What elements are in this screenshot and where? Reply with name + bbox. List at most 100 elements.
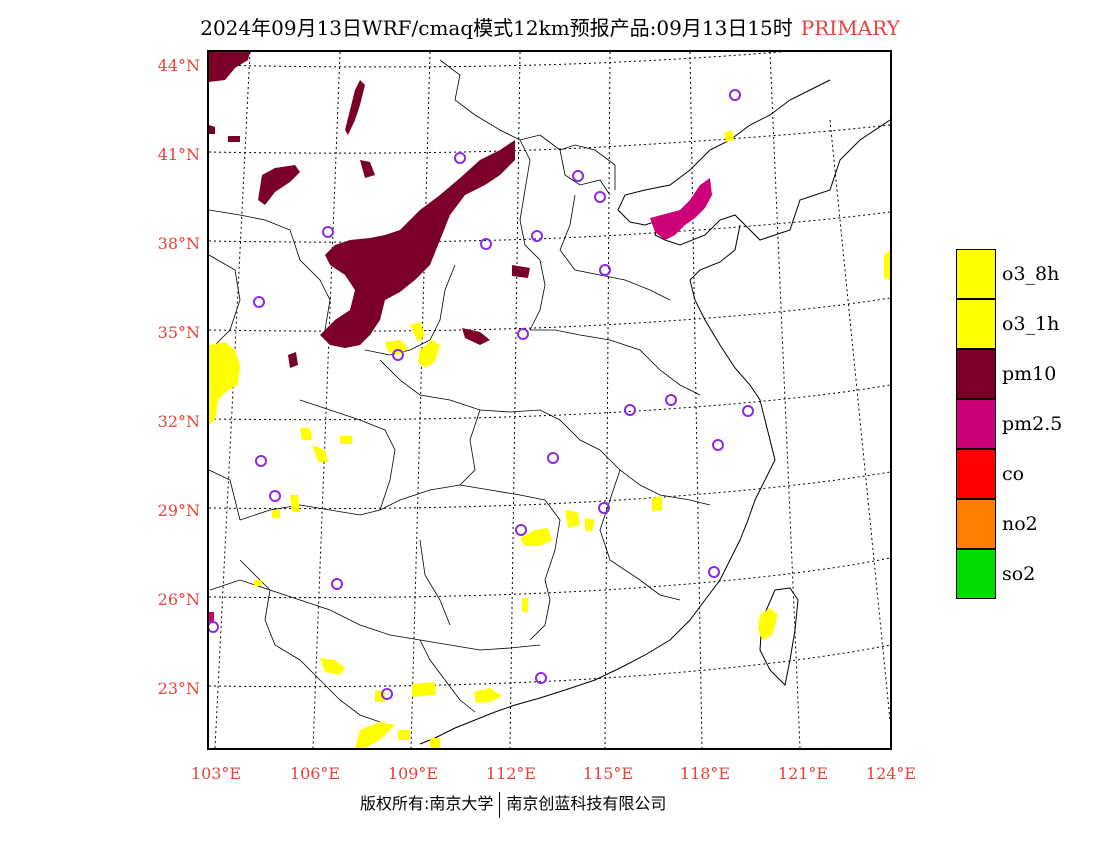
lat-label-44: 44°N [157,56,200,75]
pm10-spot-3 [462,328,490,345]
lon-line-103 [214,52,251,748]
legend-label: so2 [1002,563,1036,585]
station-marker [598,502,610,514]
station-marker [269,490,281,502]
lat-label-38: 38°N [157,234,200,253]
legend-label: o3_8h [1002,263,1060,285]
station-marker [594,191,606,203]
o3-region-sichuan [209,342,240,425]
legend-swatch [956,249,996,299]
station-marker [381,688,393,700]
station-marker [392,349,404,361]
o3-region-guizhou-1 [290,495,300,512]
lon-line-112 [509,52,521,748]
lat-label-23: 23°N [157,679,200,698]
legend-item-pm10: pm10 [956,349,1086,399]
pm10-areas [209,52,530,368]
lat-line-23 [209,644,890,688]
o3-region-jiangxi-1 [565,510,580,528]
legend-swatch [956,299,996,349]
legend-label: no2 [1002,513,1038,535]
pm10-spot-2 [512,265,530,278]
legend-item-so2: so2 [956,549,1086,599]
title-main: 2024年09月13日WRF/cmaq模式12km预报产品:09月13日15时 [200,16,793,40]
o3-region-taiwan-strait [758,608,778,640]
lat-label-29: 29°N [157,501,200,520]
pm25-areas [209,178,712,622]
o3-region-shaanxi-3 [418,340,440,368]
lat-label-35: 35°N [157,323,200,342]
lon-label-121: 121°E [777,764,829,783]
lon-label-106: 106°E [289,764,341,783]
copyright-footer: 版权所有:南京大学 南京创蓝科技有限公司 [360,790,666,818]
lon-line-124 [829,119,890,721]
pm10-region-inner-mongolia-2 [258,165,300,205]
station-marker [624,404,636,416]
lat-label-26: 26°N [157,590,200,609]
pm25-spot-2 [209,612,214,622]
copyright-left: 版权所有:南京大学 [360,794,494,813]
province-boundaries [209,59,711,723]
legend-swatch [956,499,996,549]
legend: o3_8h o3_1h pm10 pm2.5 co no2 so2 [956,249,1086,599]
legend-swatch [956,399,996,449]
o3-region-south-1 [355,722,395,748]
station-marker [708,566,720,578]
pm10-spot-4 [288,352,298,368]
o3-region-guangdong [474,688,502,703]
station-markers [209,89,754,700]
station-marker [742,405,754,417]
o3-region-beijing [724,130,734,142]
lon-label-115: 115°E [582,764,634,783]
lon-line-106 [312,52,341,748]
pm10-region-north [209,52,250,82]
station-marker [331,578,343,590]
station-marker [253,296,265,308]
o3-region-shaanxi-2 [410,322,425,342]
station-marker [572,170,584,182]
copyright-right: 南京创蓝科技有限公司 [506,794,667,813]
lon-line-109 [410,52,431,748]
lon-label-118: 118°E [679,764,731,783]
legend-item-co: co [956,449,1086,499]
legend-item-no2: no2 [956,499,1086,549]
lon-label-124: 124°E [865,764,917,783]
station-marker [665,394,677,406]
legend-swatch [956,349,996,399]
lon-line-115 [604,52,611,748]
legend-label: pm2.5 [1002,413,1063,435]
pm10-spot-5 [228,136,240,142]
legend-label: o3_1h [1002,313,1060,335]
o3-region-chongqing-2 [312,445,328,462]
o3-areas [209,130,890,748]
lat-line-26 [209,557,890,599]
map-panel [207,50,892,750]
o3-region-east-edge [884,250,890,280]
station-marker [209,621,219,633]
o3-region-shaanxi-1 [385,340,408,355]
station-marker [531,230,543,242]
station-marker [535,672,547,684]
station-marker [712,439,724,451]
legend-label: co [1002,463,1025,485]
graticule-longitudes [214,52,890,748]
station-marker [480,238,492,250]
legend-item-pm25: pm2.5 [956,399,1086,449]
lat-line-29 [209,471,890,510]
o3-region-guizhou-2 [272,510,280,518]
o3-region-jiangxi-2 [585,518,595,532]
station-marker [729,89,741,101]
lat-line-35 [209,297,890,332]
pm10-region-shanxi-hebei [320,140,515,348]
station-marker [322,226,334,238]
pm10-spot-1 [360,160,375,178]
pm10-region-inner-mongolia-1 [345,80,365,135]
footer-divider [499,791,501,818]
lat-line-41 [209,124,890,154]
pm25-region-bohai [650,178,712,240]
o3-region-chongqing-1 [300,428,312,440]
lat-line-44 [209,52,785,68]
lon-label-112: 112°E [485,764,537,783]
legend-swatch [956,549,996,599]
lat-line-38 [209,211,890,243]
